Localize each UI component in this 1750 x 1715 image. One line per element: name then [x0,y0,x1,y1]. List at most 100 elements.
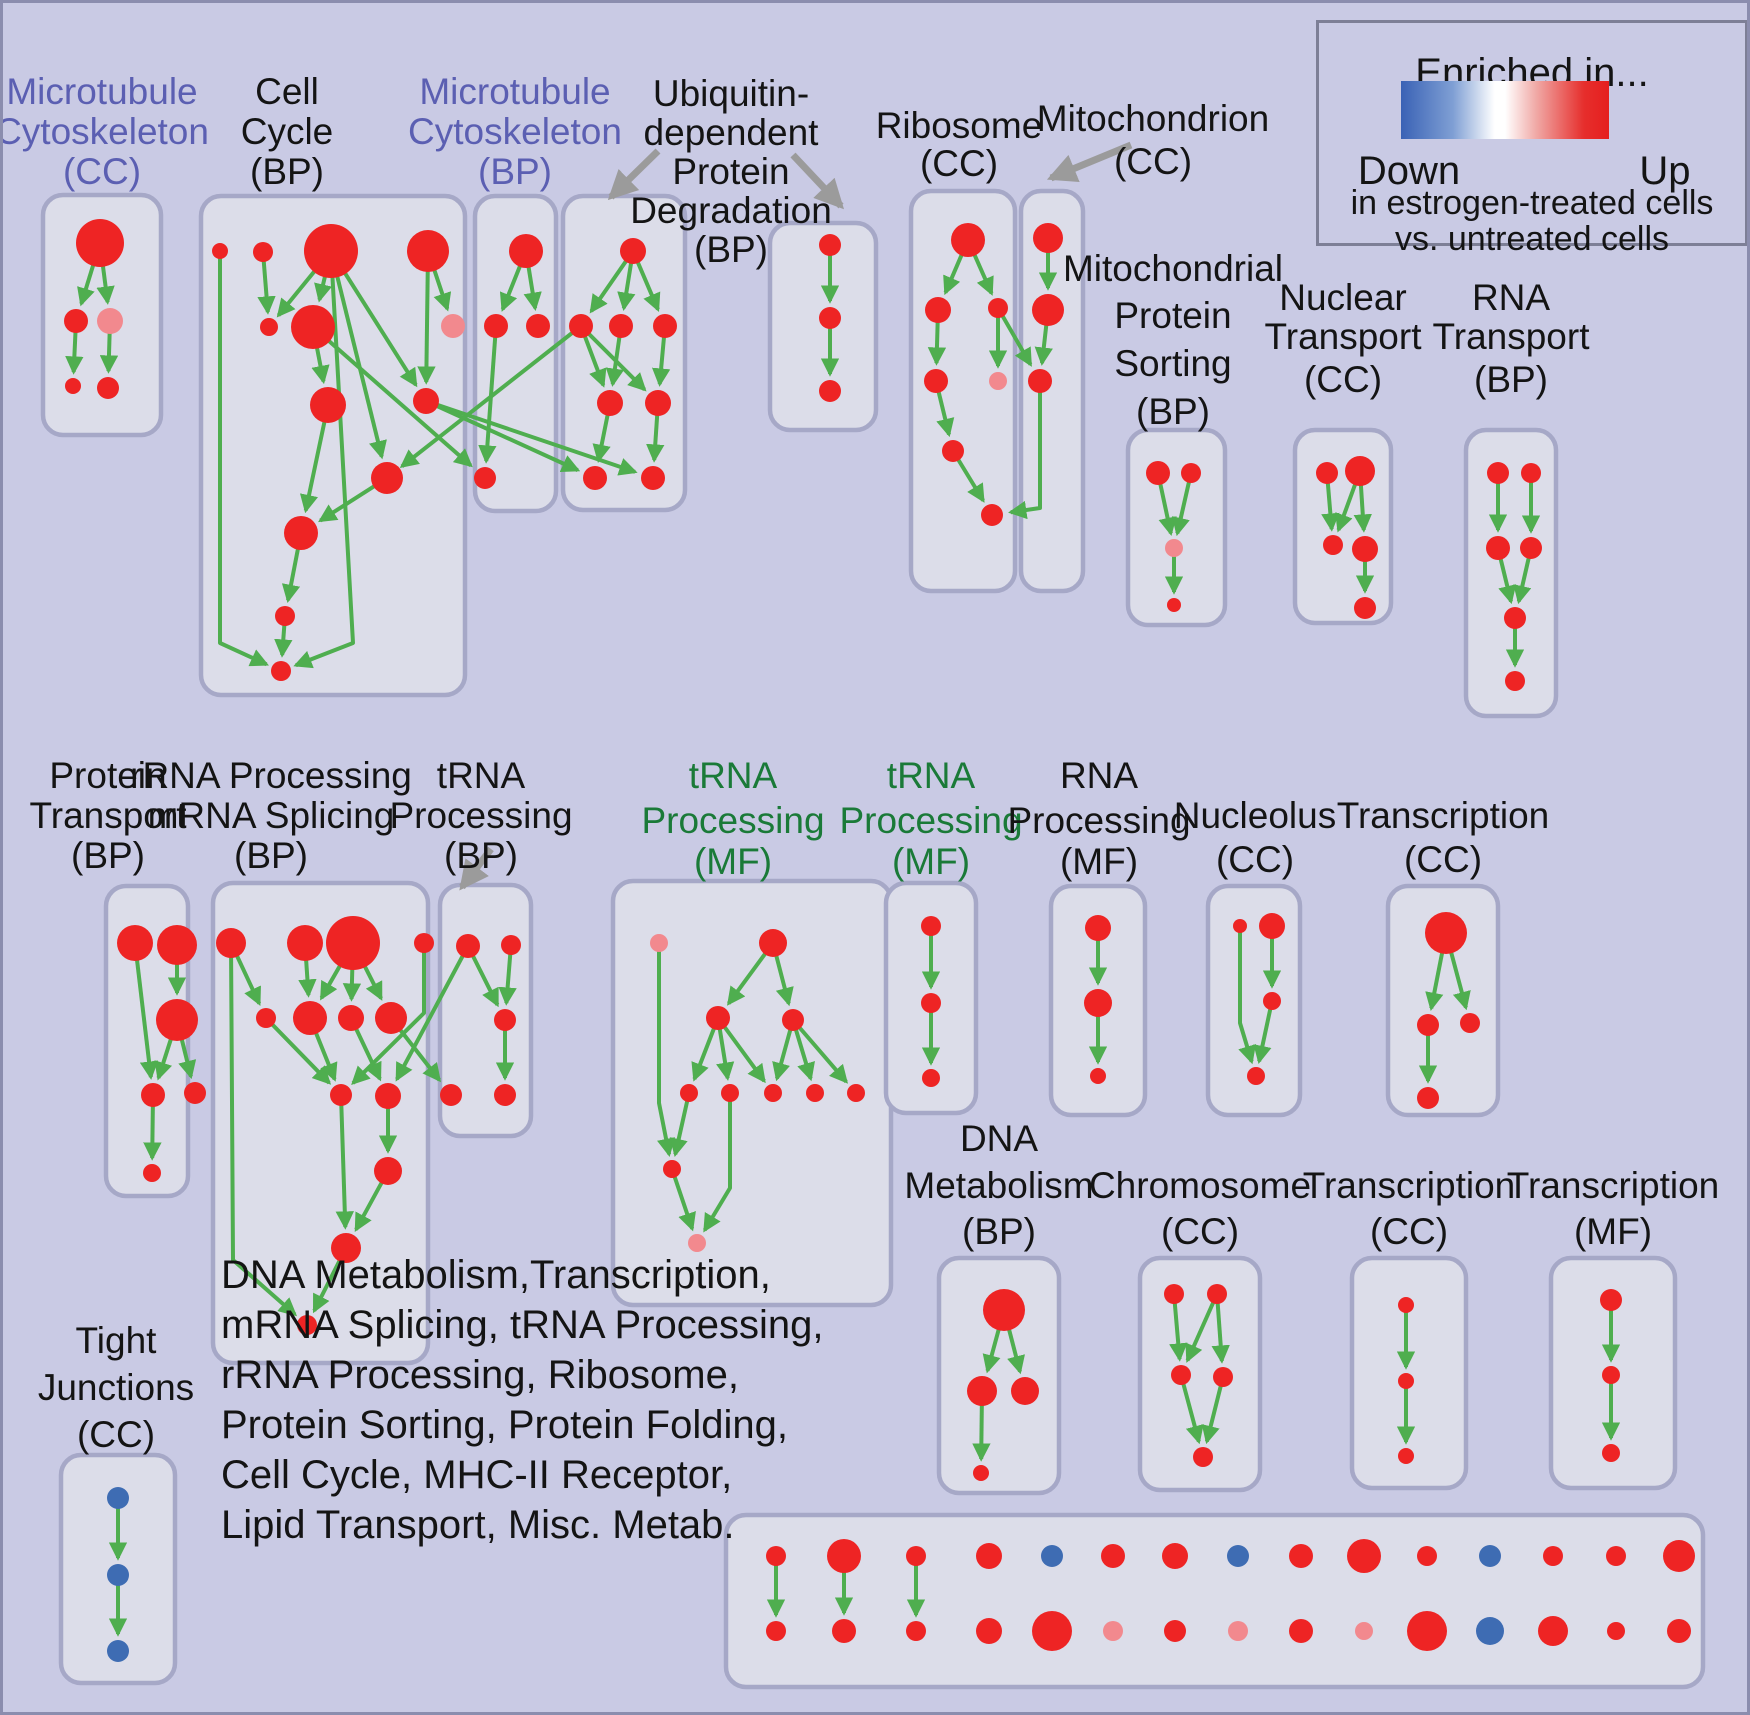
go-term-node-red [921,993,941,1013]
go-term-node-red [117,925,153,961]
cell-cycle-label: (BP) [250,151,324,192]
rrna-mrna-processing-edge [335,1094,354,1230]
go-term-node-red [832,1619,856,1643]
go-term-node-red [143,1164,161,1182]
go-term-node-red [706,1006,730,1030]
go-term-node-red [847,1084,865,1102]
misc-text-line: Cell Cycle, MHC-II Receptor, [221,1453,733,1497]
cell-cycle-edge [257,251,276,315]
trna-processing-bp-label: tRNA [437,755,526,796]
go-term-node-red [1417,1087,1439,1109]
misc-text-line: rRNA Processing, Ribosome, [221,1353,739,1397]
go-term-node-red [1667,1619,1691,1643]
go-term-node-red [1602,1444,1620,1462]
chromosome-cc-label: (CC) [1161,1211,1239,1252]
go-term-node-red [97,377,119,399]
trna-processing-mf-large-edge [791,1018,849,1084]
go-term-node-pink [1355,1622,1373,1640]
go-term-node-red [721,1084,739,1102]
go-term-node-red [64,309,88,333]
mito-protein-sorting-label: Protein [1114,295,1231,336]
go-term-node-red [304,224,358,278]
go-term-node-red [212,243,228,259]
go-term-node-red [967,1376,997,1406]
go-term-node-red [1032,294,1064,326]
go-term-node-red [583,466,607,490]
go-term-node-red [494,1009,516,1031]
go-term-node-pink [688,1234,706,1252]
nucleolus-cc-label: (CC) [1216,839,1294,880]
go-term-node-red [141,1083,165,1107]
tight-junctions-label: Tight [76,1320,158,1361]
nuclear-transport-label: (CC) [1304,359,1382,400]
cross-cluster-edge [425,399,638,476]
go-term-node-red [1602,1366,1620,1384]
go-term-node-red [1607,1622,1625,1640]
trna-processing-mf-large-edge [703,1093,732,1233]
go-term-node-red [976,1543,1002,1569]
go-term-node-red [1520,537,1542,559]
chromosome-cc-edge [1179,1374,1204,1445]
ubiquitin-degradation-edge [579,324,647,392]
go-term-node-red [1011,1377,1039,1405]
go-term-node-red [766,1621,786,1641]
tight-junctions-label: (CC) [77,1414,155,1455]
protein-transport-label: Transport [30,795,188,836]
mito-protein-sorting-box [1125,427,1228,628]
go-term-node-red [1171,1365,1191,1385]
rrna-mrna-processing-label: (BP) [234,835,308,876]
go-term-node-red [1167,598,1181,612]
cell-cycle-label: Cell [255,71,319,112]
go-term-node-red [906,1546,926,1566]
go-term-node-red [256,1008,276,1028]
go-term-node-red [951,223,985,257]
go-term-node-red [275,606,295,626]
network-figure-svg: MicrotubuleCytoskeleton(CC)CellCycle(BP)… [3,71,1719,1690]
trna-processing-mf-small-label: Processing [839,800,1022,841]
rna-transport-label: RNA [1472,277,1550,318]
go-term-node-red [1181,463,1201,483]
go-term-node-red [597,390,623,416]
go-term-node-blue [1476,1617,1504,1645]
go-term-node-red [456,934,480,958]
go-term-node-red [1398,1448,1414,1464]
go-term-node-red [1352,536,1378,562]
legend-note-line2: vs. untreated cells [1394,220,1670,258]
go-term-node-red [157,925,197,965]
go-term-node-red [1207,1284,1227,1304]
go-term-node-red [819,380,841,402]
go-term-node-red [1033,223,1063,253]
go-term-node-red [1146,461,1170,485]
go-term-node-red [331,1233,361,1263]
go-term-node-red [474,467,496,489]
legend-gradient-bar [1401,81,1609,139]
go-term-node-red [782,1009,804,1031]
go-term-node-red [1028,369,1052,393]
ribosome-cc-label: (CC) [920,143,998,184]
color-legend: Enriched in... Down Up in estrogen-treat… [1316,20,1747,258]
go-term-node-red [981,504,1003,526]
go-term-node-red [1543,1546,1563,1566]
tight-junctions-label: Junctions [38,1367,194,1408]
misc-categories-text: DNA Metabolism,Transcription, mRNA Splic… [221,1250,823,1550]
rrna-mrna-processing-label: rRNA Processing [130,755,412,796]
trna-processing-mf-large-label: Processing [641,800,824,841]
legend-note-line1: in estrogen-treated cells [1350,184,1714,222]
mitochondrion-cc-label: Mitochondrion [1037,98,1269,139]
microtubule-cc-label: Cytoskeleton [3,111,209,152]
rna-processing-mf-label: (MF) [1060,841,1138,882]
trna-processing-bp-label: (BP) [444,835,518,876]
go-term-node-red [1504,607,1526,629]
go-term-node-pink [1165,539,1183,557]
go-term-node-red [806,1084,824,1102]
trna-processing-mf-large-label: tRNA [689,755,778,796]
go-term-node-blue [107,1640,129,1662]
go-term-node-red [284,516,318,550]
go-term-node-red [819,307,841,329]
go-term-node-red [338,1005,364,1031]
trna-processing-mf-small-label: tRNA [887,755,976,796]
go-term-node-red [65,378,81,394]
go-term-node-red [509,234,543,268]
microtubule-bp-label: Microtubule [419,71,610,112]
ubiquitin-left-arrow [607,148,661,201]
